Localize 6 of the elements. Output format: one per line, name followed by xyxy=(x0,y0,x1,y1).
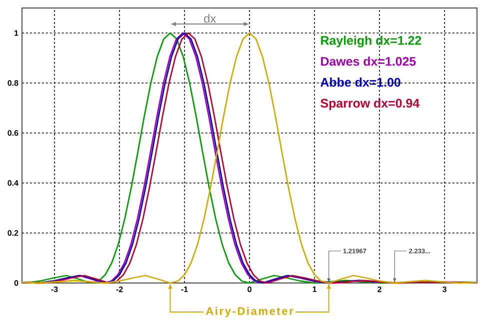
text: Rayleigh dx=1.22 xyxy=(321,36,422,48)
text: Abbe dx=1.00 xyxy=(320,78,400,87)
text: Sparrow dx=0.94 xyxy=(320,98,420,110)
text: Airy-Diameter xyxy=(206,306,294,318)
text: Dawes dx=1.025 xyxy=(321,56,416,66)
annotation: dx xyxy=(204,14,216,23)
